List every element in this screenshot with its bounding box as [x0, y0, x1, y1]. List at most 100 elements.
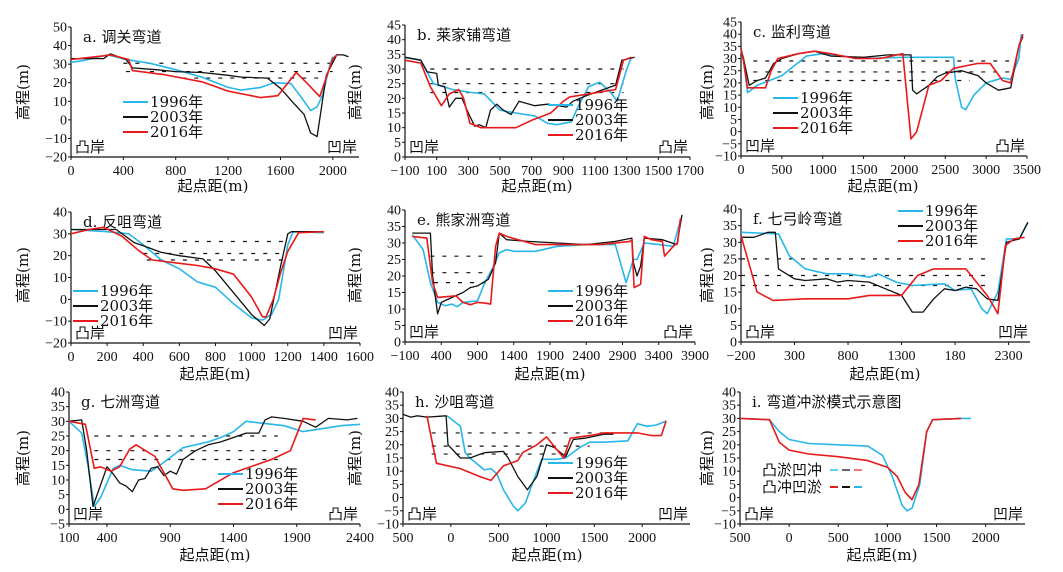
legend-label: 1996年: [245, 465, 298, 483]
legend-label: 2016年: [800, 119, 853, 137]
y-tick-label: 25: [723, 64, 737, 79]
y-axis-title: 高程(m): [346, 64, 364, 120]
y-axis-title: 高程(m): [14, 430, 32, 486]
y-tick-label: 30: [387, 63, 401, 78]
panel-title: h. 沙咀弯道: [415, 393, 494, 411]
x-tick-label: 2300: [995, 349, 1023, 364]
panel-title: c. 监利弯道: [753, 23, 831, 41]
x-tick-label: 900: [467, 349, 488, 364]
y-tick-label: 35: [385, 399, 399, 414]
x-tick-label: 400: [96, 531, 117, 546]
x-tick-label: 1500: [644, 164, 672, 179]
x-tick-label: 0: [68, 350, 75, 365]
y-tick-label: 25: [387, 77, 401, 92]
right-bank-label: 凹岸: [993, 505, 1023, 523]
x-tick-label: 1100: [581, 164, 608, 179]
y-tick-label: 20: [51, 444, 65, 459]
y-tick-label: 0: [729, 491, 736, 506]
legend-label: 1996年: [150, 93, 203, 111]
series-line-y2003: [412, 214, 683, 315]
y-tick-label: 10: [387, 303, 401, 318]
y-tick-label: 20: [723, 269, 737, 284]
x-tick-label: 500: [393, 531, 414, 546]
y-tick-label: 15: [723, 286, 737, 301]
x-tick-label: 1600: [266, 164, 294, 179]
series-line-y2016: [68, 417, 316, 492]
series-line-y2016: [412, 218, 682, 306]
y-tick-label: −5: [50, 518, 65, 533]
y-tick-label: 20: [722, 438, 736, 453]
left-bank-label: 凹岸: [73, 505, 103, 523]
x-tick-label: 500: [730, 531, 751, 546]
x-axis-title: 起点距(m): [512, 546, 583, 564]
legend-label: 2003年: [575, 469, 628, 487]
x-tick-label: 1300: [613, 164, 641, 179]
legend-label: 1996年: [100, 282, 153, 300]
series-line-y1996: [740, 34, 1023, 111]
x-tick-label: 800: [838, 349, 859, 364]
left-bank-label: 凹岸: [409, 323, 439, 341]
y-tick-label: 25: [51, 430, 65, 445]
x-tick-label: 2000: [890, 163, 918, 178]
x-tick-label: 0: [738, 163, 745, 178]
right-bank-label: 凹岸: [998, 323, 1028, 341]
panel-title: a. 调关弯道: [83, 28, 161, 46]
x-tick-label: 500: [490, 164, 511, 179]
y-tick-label: 20: [723, 76, 737, 91]
y-tick-label: −5: [722, 137, 737, 152]
panel-title: f. 七弓岭弯道: [753, 210, 843, 228]
legend-label: 2016年: [150, 123, 203, 141]
y-tick-label: 10: [723, 302, 737, 317]
x-tick-label: 1000: [873, 531, 901, 546]
left-bank-label: 凸岸: [407, 505, 437, 523]
x-tick-label: 3400: [645, 349, 673, 364]
series-line-y1996: [411, 219, 682, 308]
y-tick-label: 40: [385, 386, 399, 401]
y-tick-label: 40: [723, 28, 737, 43]
y-tick-label: −10: [45, 315, 67, 330]
y-tick-label: 30: [722, 412, 736, 427]
x-tick-label: 3000: [972, 163, 1000, 178]
legend-label: 2003年: [925, 217, 978, 235]
panel-title: i. 弯道冲淤模式示意图: [752, 393, 901, 411]
x-tick-label: 1500: [580, 531, 608, 546]
y-tick-label: 5: [392, 478, 399, 493]
x-tick-label: 0: [447, 531, 454, 546]
x-tick-label: 800: [165, 164, 186, 179]
y-tick-label: 20: [387, 92, 401, 107]
right-bank-label: 凸岸: [658, 138, 688, 156]
series-line-y2016: [740, 235, 1025, 315]
series-line-y2016: [404, 56, 632, 129]
series-line-y1996: [404, 56, 633, 126]
y-tick-label: 15: [51, 459, 65, 474]
x-tick-label: 800: [205, 350, 226, 365]
y-tick-label: 0: [730, 125, 737, 140]
x-tick-label: 1200: [274, 350, 302, 365]
series-line-y2003: [740, 36, 1024, 95]
y-tick-label: 50: [53, 21, 67, 36]
y-tick-label: −10: [45, 132, 67, 147]
y-tick-label: 0: [730, 336, 737, 351]
x-tick-label: 2400: [572, 349, 600, 364]
y-tick-label: 15: [723, 89, 737, 104]
right-bank-label: 凸岸: [995, 137, 1025, 155]
legend-label: 2003年: [575, 297, 628, 315]
y-tick-label: −10: [714, 518, 736, 533]
y-tick-label: 0: [392, 491, 399, 506]
y-tick-label: 30: [51, 415, 65, 430]
series-line-y2003: [68, 416, 358, 508]
left-bank-label: 凸岸: [75, 138, 105, 156]
legend-label: 2003年: [575, 111, 628, 129]
y-tick-label: 35: [51, 400, 65, 415]
y-tick-label: 30: [387, 237, 401, 252]
legend-label: 2016年: [925, 232, 978, 250]
x-tick-label: 400: [113, 164, 134, 179]
x-tick-label: 300: [458, 164, 479, 179]
x-tick-label: 1000: [533, 531, 561, 546]
x-tick-label: 1500: [850, 163, 878, 178]
y-tick-label: 10: [723, 101, 737, 116]
x-tick-label: 1300: [888, 349, 916, 364]
left-bank-label: 凹岸: [409, 138, 439, 156]
series-line-y2003: [402, 413, 614, 491]
